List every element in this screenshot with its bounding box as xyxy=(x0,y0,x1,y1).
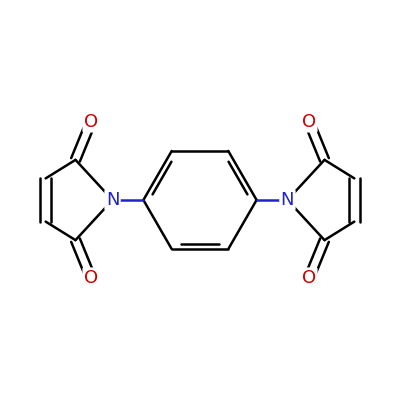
Text: O: O xyxy=(84,269,98,287)
Text: N: N xyxy=(106,191,119,209)
Text: N: N xyxy=(281,191,294,209)
Text: O: O xyxy=(84,113,98,131)
Text: O: O xyxy=(302,113,316,131)
Text: O: O xyxy=(302,269,316,287)
